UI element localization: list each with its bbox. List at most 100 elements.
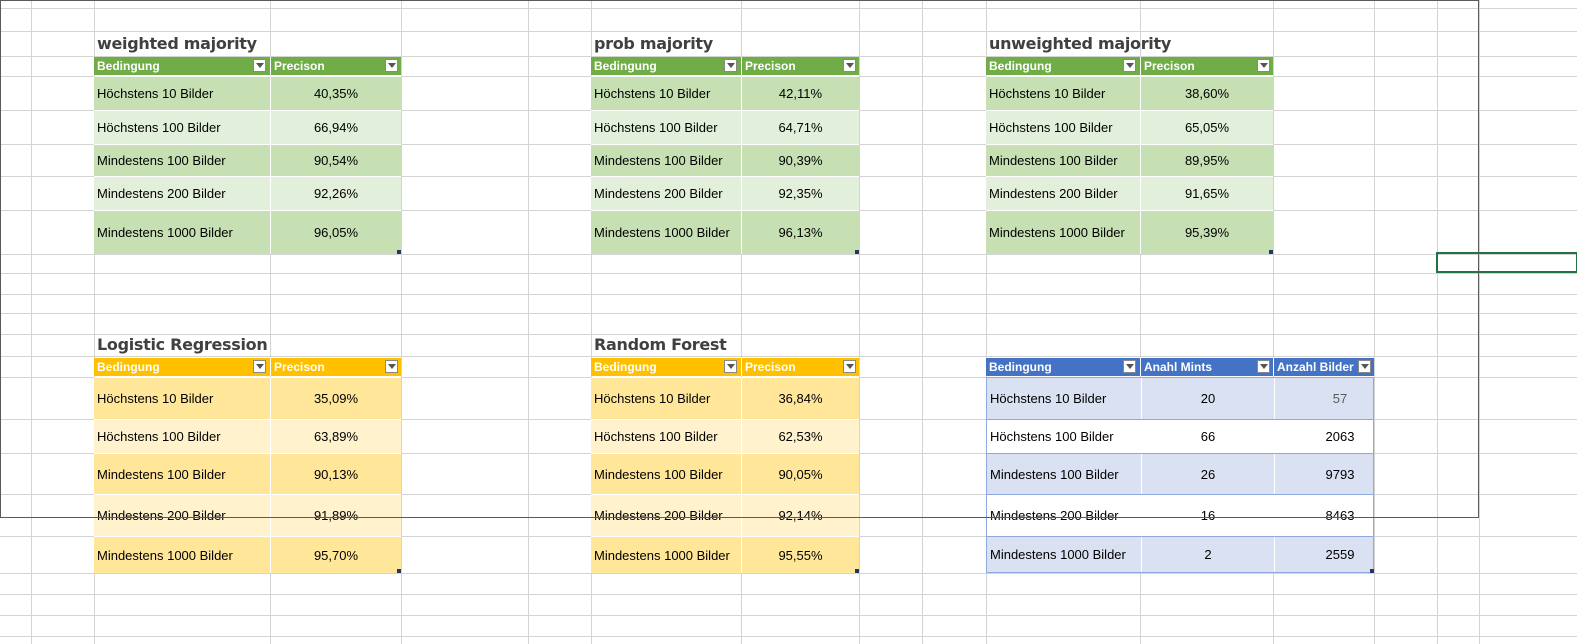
value-cell[interactable]: 2 — [1141, 537, 1274, 572]
filter-dropdown-icon[interactable] — [724, 360, 737, 373]
table-resize-handle[interactable] — [1269, 250, 1273, 254]
table-resize-handle[interactable] — [855, 569, 859, 573]
counts-header-0[interactable]: Bedingung — [986, 358, 1140, 376]
value-cell[interactable]: 66,94% — [270, 111, 401, 144]
condition-cell[interactable]: Höchstens 10 Bilder — [97, 391, 214, 406]
value-cell[interactable]: 9793 — [1274, 454, 1375, 494]
condition-cell[interactable]: Mindestens 1000 Bilder — [594, 547, 730, 563]
condition-cell[interactable]: Höchstens 10 Bilder — [989, 86, 1106, 101]
condition-cell[interactable]: Mindestens 100 Bilder — [990, 466, 1119, 482]
condition-cell[interactable]: Mindestens 1000 Bilder — [594, 225, 730, 240]
value-cell[interactable]: 90,13% — [270, 454, 401, 494]
condition-cell[interactable]: Höchstens 10 Bilder — [594, 86, 711, 101]
value-cell[interactable]: 8463 — [1274, 495, 1375, 536]
value-cell[interactable]: 62,53% — [741, 420, 859, 453]
filter-dropdown-icon[interactable] — [1123, 59, 1136, 72]
condition-cell[interactable]: Höchstens 100 Bilder — [990, 429, 1114, 444]
value-cell[interactable]: 57 — [1274, 378, 1375, 419]
condition-cell[interactable]: Höchstens 10 Bilder — [990, 391, 1107, 406]
value-cell[interactable]: 65,05% — [1140, 111, 1273, 144]
table-resize-handle[interactable] — [1370, 569, 1374, 573]
condition-cell[interactable]: Höchstens 100 Bilder — [97, 120, 221, 135]
condition-cell[interactable]: Mindestens 100 Bilder — [594, 466, 723, 482]
counts-header-1[interactable]: Anahl Mints — [1140, 358, 1273, 376]
value-cell[interactable]: 64,71% — [741, 111, 859, 144]
value-cell[interactable]: 38,60% — [1140, 77, 1273, 110]
table-resize-handle[interactable] — [397, 250, 401, 254]
table-resize-handle[interactable] — [397, 569, 401, 573]
prob-header-0[interactable]: Bedingung — [591, 57, 741, 75]
weighted-header-0[interactable]: Bedingung — [94, 57, 270, 75]
value-cell[interactable]: 42,11% — [741, 77, 859, 110]
condition-cell[interactable]: Mindestens 1000 Bilder — [989, 225, 1125, 240]
condition-cell[interactable]: Mindestens 200 Bilder — [989, 186, 1118, 201]
condition-cell[interactable]: Mindestens 200 Bilder — [990, 508, 1119, 523]
value-cell[interactable]: 95,55% — [741, 537, 859, 573]
logistic-header-0[interactable]: Bedingung — [94, 358, 270, 376]
logistic-header-1[interactable]: Precison — [270, 358, 401, 376]
value-cell[interactable]: 26 — [1141, 454, 1274, 494]
value-cell[interactable]: 2063 — [1274, 420, 1375, 453]
forest-table: Bedingung Precison Höchstens 10 Bilder 36,8… — [591, 358, 859, 573]
condition-cell[interactable]: Höchstens 100 Bilder — [97, 429, 221, 444]
value-cell[interactable]: 63,89% — [270, 420, 401, 453]
condition-cell[interactable]: Mindestens 100 Bilder — [97, 153, 226, 168]
table-resize-handle[interactable] — [855, 250, 859, 254]
value-cell[interactable]: 92,26% — [270, 177, 401, 210]
condition-cell[interactable]: Höchstens 100 Bilder — [989, 120, 1113, 135]
value-cell[interactable]: 95,70% — [270, 537, 401, 573]
forest-header-0[interactable]: Bedingung — [591, 358, 741, 376]
value-cell[interactable]: 66 — [1141, 420, 1274, 453]
value-cell[interactable]: 36,84% — [741, 378, 859, 419]
filter-dropdown-icon[interactable] — [1123, 360, 1136, 373]
value-cell[interactable]: 92,35% — [741, 177, 859, 210]
condition-cell[interactable]: Mindestens 1000 Bilder — [97, 225, 233, 240]
value-cell[interactable]: 95,39% — [1140, 211, 1273, 254]
condition-cell[interactable]: Mindestens 100 Bilder — [97, 466, 226, 482]
value-cell[interactable]: 92,14% — [741, 495, 859, 536]
counts-header-2[interactable]: Anzahl Bilder — [1273, 358, 1374, 376]
value-cell[interactable]: 2559 — [1274, 537, 1375, 572]
value-cell[interactable]: 20 — [1141, 378, 1274, 419]
condition-cell[interactable]: Mindestens 1000 Bilder — [97, 547, 233, 563]
value-cell[interactable]: 90,05% — [741, 454, 859, 494]
filter-dropdown-icon[interactable] — [253, 360, 266, 373]
condition-cell[interactable]: Höchstens 100 Bilder — [594, 120, 718, 135]
filter-dropdown-icon[interactable] — [253, 59, 266, 72]
filter-dropdown-icon[interactable] — [1257, 360, 1270, 373]
condition-cell[interactable]: Mindestens 200 Bilder — [97, 508, 226, 523]
filter-dropdown-icon[interactable] — [1257, 59, 1270, 72]
filter-dropdown-icon[interactable] — [385, 360, 398, 373]
condition-cell[interactable]: Mindestens 100 Bilder — [594, 153, 723, 168]
value-cell[interactable]: 96,13% — [741, 211, 859, 254]
filter-dropdown-icon[interactable] — [1358, 360, 1371, 373]
condition-cell[interactable]: Höchstens 10 Bilder — [594, 391, 711, 406]
prob-header-1[interactable]: Precison — [741, 57, 859, 75]
filter-dropdown-icon[interactable] — [843, 59, 856, 72]
value-cell[interactable]: 90,54% — [270, 145, 401, 176]
filter-dropdown-icon[interactable] — [843, 360, 856, 373]
condition-cell[interactable]: Mindestens 200 Bilder — [594, 508, 723, 523]
condition-cell[interactable]: Mindestens 100 Bilder — [989, 153, 1118, 168]
value-cell[interactable]: 35,09% — [270, 378, 401, 419]
unweighted-header-1[interactable]: Precison — [1140, 57, 1273, 75]
condition-cell[interactable]: Mindestens 200 Bilder — [97, 186, 226, 201]
forest-header-1[interactable]: Precison — [741, 358, 859, 376]
condition-cell[interactable]: Höchstens 10 Bilder — [97, 86, 214, 101]
value-cell[interactable]: 91,65% — [1140, 177, 1273, 210]
selected-cell[interactable] — [1436, 252, 1577, 273]
value-cell[interactable]: 89,95% — [1140, 145, 1273, 176]
condition-cell[interactable]: Mindestens 1000 Bilder — [990, 547, 1126, 562]
value-cell[interactable]: 16 — [1141, 495, 1274, 536]
value-cell[interactable]: 91,89% — [270, 495, 401, 536]
filter-dropdown-icon[interactable] — [385, 59, 398, 72]
value-cell[interactable]: 90,39% — [741, 145, 859, 176]
prob-table-title: prob majority — [594, 34, 713, 53]
value-cell[interactable]: 96,05% — [270, 211, 401, 254]
filter-dropdown-icon[interactable] — [724, 59, 737, 72]
weighted-header-1[interactable]: Precison — [270, 57, 401, 75]
unweighted-header-0[interactable]: Bedingung — [986, 57, 1140, 75]
condition-cell[interactable]: Mindestens 200 Bilder — [594, 186, 723, 201]
condition-cell[interactable]: Höchstens 100 Bilder — [594, 429, 718, 444]
value-cell[interactable]: 40,35% — [270, 77, 401, 110]
